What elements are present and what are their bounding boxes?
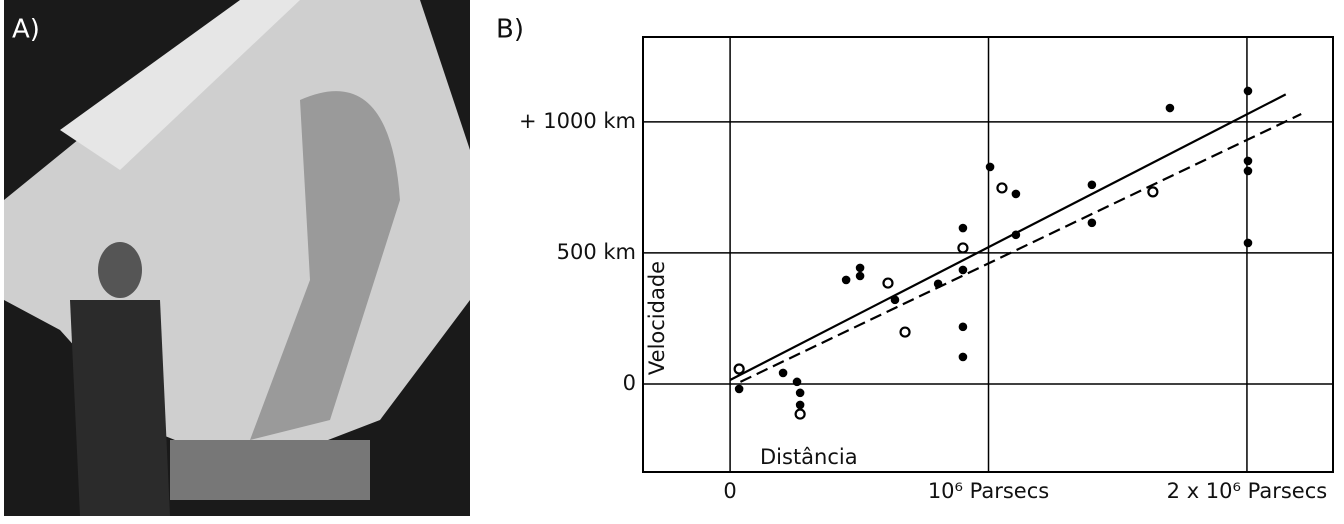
filled-point bbox=[795, 388, 805, 398]
filled-point bbox=[795, 400, 805, 410]
filled-point bbox=[1011, 230, 1021, 240]
x-axis-label: Distância bbox=[760, 445, 858, 469]
filled-point bbox=[792, 377, 802, 387]
filled-point bbox=[1243, 86, 1253, 96]
fit-line bbox=[729, 93, 1287, 381]
filled-point bbox=[985, 162, 995, 172]
filled-point bbox=[855, 263, 865, 273]
filled-point bbox=[1087, 180, 1097, 190]
open-point bbox=[882, 277, 894, 289]
filled-point bbox=[958, 223, 968, 233]
filled-point bbox=[958, 322, 968, 332]
telescope-tube bbox=[60, 0, 300, 170]
plot: 0 10⁶ Parsecs 2 x 10⁶ Parsecs 0 500 km + 1000… bbox=[519, 37, 1333, 503]
person-body bbox=[70, 300, 170, 516]
x-tick-label: 0 bbox=[723, 479, 736, 503]
y-tick-label: + 1000 km bbox=[519, 109, 636, 133]
panel-label: B) bbox=[496, 15, 524, 45]
person-head bbox=[98, 242, 142, 298]
filled-point bbox=[855, 271, 865, 281]
panel-label: A) bbox=[12, 15, 40, 45]
filled-point bbox=[890, 295, 900, 305]
filled-point bbox=[734, 384, 744, 394]
filled-point bbox=[1243, 166, 1253, 176]
filled-point bbox=[958, 265, 968, 275]
open-point bbox=[794, 408, 806, 420]
y-tick-label: 500 km bbox=[557, 240, 636, 264]
x-tick-label: 10⁶ Parsecs bbox=[928, 479, 1049, 503]
open-point bbox=[996, 182, 1008, 194]
y-axis-label: Velocidade bbox=[645, 261, 669, 375]
telescope-fork bbox=[250, 91, 400, 440]
filled-point bbox=[1087, 218, 1097, 228]
filled-point bbox=[1243, 238, 1253, 248]
open-point bbox=[1147, 186, 1159, 198]
open-point bbox=[899, 326, 911, 338]
filled-point bbox=[958, 352, 968, 362]
open-point bbox=[957, 242, 969, 254]
filled-point bbox=[1011, 189, 1021, 199]
photo: A) bbox=[4, 0, 470, 516]
y-tick-label: 0 bbox=[623, 371, 636, 395]
telescope-base bbox=[170, 440, 370, 500]
open-point bbox=[733, 363, 745, 375]
fit-line bbox=[739, 113, 1302, 383]
x-tick-label: 2 x 10⁶ Parsecs bbox=[1167, 479, 1328, 503]
filled-point bbox=[1165, 103, 1175, 113]
filled-point bbox=[841, 275, 851, 285]
filled-point bbox=[1243, 156, 1253, 166]
filled-point bbox=[778, 368, 788, 378]
filled-point bbox=[933, 279, 943, 289]
